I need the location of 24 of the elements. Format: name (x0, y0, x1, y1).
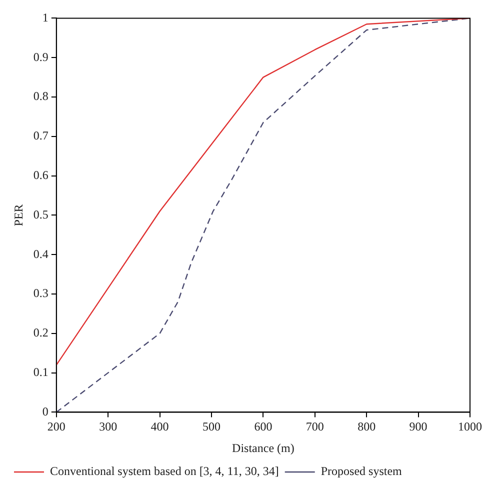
y-tick-label: 0.3 (33, 286, 48, 300)
x-tick-label: 400 (150, 420, 169, 434)
y-tick-label: 0.9 (33, 50, 48, 64)
x-axis-title: Distance (m) (232, 440, 294, 455)
x-tick-label: 1000 (458, 420, 482, 434)
legend-label: Proposed system (320, 464, 403, 478)
y-tick-label: 0.5 (33, 207, 48, 222)
x-tick-label: 500 (202, 420, 220, 434)
x-tick-label: 800 (358, 420, 376, 434)
x-tick-label: 700 (306, 420, 324, 434)
y-tick-label: 0 (42, 404, 48, 418)
x-tick-label: 600 (254, 420, 272, 434)
x-tick-label: 300 (99, 420, 118, 434)
legend-label: Conventional system based on [3, 4, 11, 30, 34] (50, 464, 279, 478)
y-tick-label: 0.2 (33, 326, 48, 340)
x-tick-label: 900 (409, 420, 428, 434)
y-tick-label: 0.6 (33, 168, 48, 182)
y-tick-label: 0.4 (33, 246, 48, 261)
y-tick-label: 0.8 (33, 89, 48, 104)
y-tick-label: 0.7 (33, 128, 48, 143)
x-tick-label: 200 (47, 420, 66, 434)
y-axis-title: PER (11, 204, 26, 226)
y-tick-label: 1 (42, 10, 48, 24)
y-tick-label: 0.1 (33, 364, 48, 379)
